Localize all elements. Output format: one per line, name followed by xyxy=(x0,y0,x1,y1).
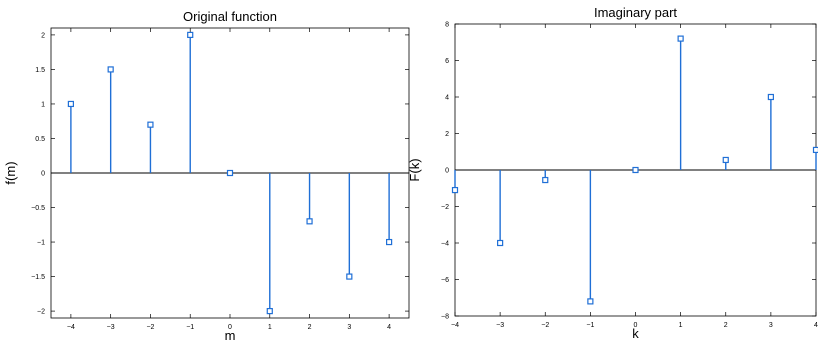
chart1-ytick-label: −1.5 xyxy=(31,274,45,281)
chart1-ytick-label: 1 xyxy=(41,101,45,108)
chart1-ytick-label: −0.5 xyxy=(31,205,45,212)
chart2-xlabel: k xyxy=(632,326,639,341)
chart1-marker xyxy=(228,171,233,176)
chart2-xtick-label: 1 xyxy=(679,322,683,329)
chart1-marker xyxy=(387,240,392,245)
chart1-ytick-label: −2 xyxy=(37,309,45,316)
chart2-ytick-label: 8 xyxy=(445,22,449,29)
chart2-xtick-label: 3 xyxy=(769,322,773,329)
chart2-ytick-label: 0 xyxy=(445,168,449,175)
chart2-marker xyxy=(723,157,728,162)
chart1-xlabel: m xyxy=(225,328,236,342)
chart2-marker xyxy=(678,36,683,41)
chart2-marker xyxy=(543,178,548,183)
chart2-marker xyxy=(768,95,773,100)
chart2-ytick-label: −6 xyxy=(441,277,449,284)
chart2-ytick-label: 4 xyxy=(445,95,449,102)
chart1-xtick-label: 1 xyxy=(268,324,272,331)
chart2-ytick-label: −8 xyxy=(441,314,449,321)
chart2-marker xyxy=(498,241,503,246)
chart1-xtick-label: −4 xyxy=(67,324,75,331)
chart2-xtick-label: 2 xyxy=(724,322,728,329)
chart1-xtick-label: −2 xyxy=(146,324,154,331)
chart1-marker xyxy=(307,219,312,224)
chart2-title: Imaginary part xyxy=(594,5,677,20)
chart1-marker xyxy=(347,274,352,279)
chart2-marker xyxy=(814,147,818,152)
chart1-marker xyxy=(267,309,272,314)
chart1-xtick-label: 4 xyxy=(387,324,391,331)
chart2-ytick-label: 2 xyxy=(445,131,449,138)
chart1-ytick-label: 0 xyxy=(41,171,45,178)
chart2-xtick-label: 4 xyxy=(814,322,818,329)
chart2-xtick-label: −1 xyxy=(586,322,594,329)
chart1-xtick-label: −3 xyxy=(107,324,115,331)
chart1-ytick-label: 2 xyxy=(41,32,45,39)
chart1-marker xyxy=(68,101,73,106)
chart1-title: Original function xyxy=(183,9,277,24)
chart1-ytick-label: −1 xyxy=(37,240,45,247)
chart1-marker xyxy=(188,32,193,37)
chart1-xtick-label: 2 xyxy=(308,324,312,331)
chart1-marker xyxy=(148,122,153,127)
chart2-xtick-label: −3 xyxy=(496,322,504,329)
chart1-ytick-label: 0.5 xyxy=(35,136,45,143)
chart2-ylabel: F(k) xyxy=(407,158,422,181)
chart2-marker xyxy=(633,168,638,173)
chart2-xtick-label: −2 xyxy=(541,322,549,329)
chart2-xtick-label: −4 xyxy=(451,322,459,329)
chart1-xtick-label: −1 xyxy=(186,324,194,331)
chart2-marker xyxy=(453,188,458,193)
chart2-ytick-label: 6 xyxy=(445,58,449,65)
chart1-marker xyxy=(108,67,113,72)
chart1-ytick-label: 1.5 xyxy=(35,67,45,74)
chart2-marker xyxy=(588,299,593,304)
chart1-ylabel: f(m) xyxy=(3,161,18,184)
chart2-ytick-label: −2 xyxy=(441,204,449,211)
chart1-xtick-label: 3 xyxy=(347,324,351,331)
chart2-ytick-label: −4 xyxy=(441,241,449,248)
